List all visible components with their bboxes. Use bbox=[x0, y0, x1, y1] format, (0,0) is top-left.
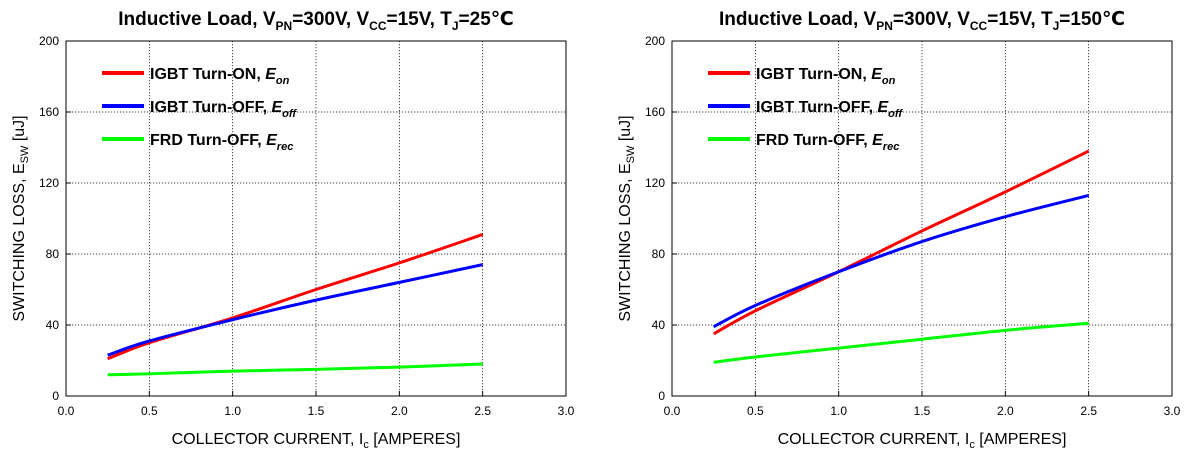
x-tick-label: 2.5 bbox=[474, 404, 491, 418]
plot-frame bbox=[671, 40, 1173, 397]
series-line bbox=[107, 362, 483, 377]
x-tick-label: 0.5 bbox=[141, 404, 158, 418]
x-tick-label: 1.0 bbox=[224, 404, 241, 418]
y-axis-label-subscript: SW bbox=[625, 145, 637, 163]
title-text: =300V, V bbox=[893, 9, 970, 30]
title-subscript-j: J bbox=[1053, 19, 1060, 33]
chart-svg: Inductive Load, VPN=300V, VCC=15V, TJ=15… bbox=[617, 9, 1181, 451]
legend-label: IGBT Turn-ON, Eon bbox=[756, 66, 896, 87]
x-tick-label: 0.0 bbox=[58, 404, 75, 418]
legend-label-text: FRD Turn-OFF, bbox=[150, 132, 266, 149]
x-axis-label: COLLECTOR CURRENT, Ic [AMPERES] bbox=[778, 431, 1067, 451]
x-axis-label-subscript: c bbox=[363, 439, 369, 451]
title-subscript-pn: PN bbox=[276, 19, 293, 33]
series-line bbox=[713, 321, 1089, 364]
legend-label-symbol: E bbox=[871, 66, 883, 83]
y-tick-label: 0 bbox=[52, 389, 59, 403]
y-axis-label-text: [uJ] bbox=[11, 115, 28, 145]
legend: IGBT Turn-ON, Eon IGBT Turn-OFF, Eoff FRD … bbox=[102, 66, 297, 153]
series-line bbox=[107, 263, 483, 357]
legend-label: IGBT Turn-ON, Eon bbox=[150, 66, 290, 87]
y-tick-label: 40 bbox=[46, 318, 60, 332]
x-axis-label-text: COLLECTOR CURRENT, I bbox=[778, 431, 970, 448]
legend-label: FRD Turn-OFF, Erec bbox=[756, 132, 899, 153]
title-text: =15V, T bbox=[387, 9, 453, 30]
y-axis-label: SWITCHING LOSS, ESW [uJ] bbox=[617, 115, 637, 321]
x-axis-label-text: [AMPERES] bbox=[975, 431, 1067, 448]
plot-frame bbox=[65, 40, 567, 397]
legend-label-text: IGBT Turn-OFF, bbox=[756, 99, 877, 116]
x-tick-label: 0.5 bbox=[747, 404, 764, 418]
y-axis-label-text: SWITCHING LOSS, E bbox=[617, 163, 634, 321]
y-tick-label: 160 bbox=[39, 105, 59, 119]
x-tick-label: 3.0 bbox=[1164, 404, 1181, 418]
grid bbox=[672, 41, 1172, 396]
series-line bbox=[107, 233, 484, 361]
y-axis-label-text: SWITCHING LOSS, E bbox=[11, 163, 28, 321]
title-text: Inductive Load, V bbox=[719, 9, 877, 30]
y-tick-label: 200 bbox=[39, 34, 59, 48]
x-axis-label-text: COLLECTOR CURRENT, I bbox=[172, 431, 364, 448]
x-tick-label: 0.0 bbox=[664, 404, 681, 418]
x-tick-label: 1.0 bbox=[830, 404, 847, 418]
y-tick-label: 160 bbox=[645, 105, 665, 119]
x-axis-label-text: [AMPERES] bbox=[369, 431, 461, 448]
chart-panel-tj25: Inductive Load, VPN=300V, VCC=15V, TJ=25… bbox=[11, 9, 575, 451]
legend-label-text: FRD Turn-OFF, bbox=[756, 132, 872, 149]
legend-label-subscript: on bbox=[882, 75, 896, 87]
grid bbox=[66, 41, 566, 396]
title-subscript-cc: CC bbox=[369, 19, 387, 33]
legend-label-subscript: off bbox=[888, 108, 903, 120]
legend-label: IGBT Turn-OFF, Eoff bbox=[150, 99, 297, 120]
y-axis-label: SWITCHING LOSS, ESW [uJ] bbox=[11, 115, 31, 321]
legend-label-symbol: E bbox=[265, 66, 277, 83]
title-text: =15V, T bbox=[987, 9, 1053, 30]
chart-title: Inductive Load, VPN=300V, VCC=15V, TJ=15… bbox=[719, 9, 1125, 33]
y-tick-label: 200 bbox=[645, 34, 665, 48]
series-line bbox=[712, 149, 1090, 336]
y-tick-label: 80 bbox=[46, 247, 60, 261]
legend: IGBT Turn-ON, Eon IGBT Turn-OFF, Eoff FRD … bbox=[708, 66, 903, 153]
legend-label-subscript: off bbox=[282, 108, 297, 120]
legend-label-symbol: E bbox=[872, 132, 884, 149]
y-axis-label-subscript: SW bbox=[19, 145, 31, 163]
title-text: =300V, V bbox=[292, 9, 369, 30]
title-text: Inductive Load, V bbox=[118, 9, 276, 30]
title-subscript-pn: PN bbox=[876, 19, 893, 33]
x-tick-label: 2.0 bbox=[997, 404, 1014, 418]
chart-svg: Inductive Load, VPN=300V, VCC=15V, TJ=25… bbox=[11, 9, 575, 451]
x-tick-label: 2.0 bbox=[391, 404, 408, 418]
x-tick-label: 3.0 bbox=[558, 404, 575, 418]
legend-label-subscript: on bbox=[276, 75, 290, 87]
legend-label-text: IGBT Turn-ON, bbox=[150, 66, 265, 83]
title-subscript-j: J bbox=[452, 19, 459, 33]
legend-label-text: IGBT Turn-OFF, bbox=[150, 99, 271, 116]
title-text: =150℃ bbox=[1059, 9, 1125, 30]
title-subscript-cc: CC bbox=[970, 19, 988, 33]
x-axis-label-subscript: c bbox=[969, 439, 975, 451]
chart-title: Inductive Load, VPN=300V, VCC=15V, TJ=25… bbox=[118, 9, 514, 33]
legend-label-symbol: E bbox=[266, 132, 278, 149]
x-tick-label: 1.5 bbox=[308, 404, 325, 418]
x-tick-label: 2.5 bbox=[1080, 404, 1097, 418]
y-tick-label: 0 bbox=[658, 389, 665, 403]
y-tick-label: 120 bbox=[39, 176, 59, 190]
x-axis-label: COLLECTOR CURRENT, Ic [AMPERES] bbox=[172, 431, 461, 451]
legend-label-subscript: rec bbox=[277, 141, 294, 153]
y-tick-label: 80 bbox=[652, 247, 666, 261]
legend-label-subscript: rec bbox=[883, 141, 900, 153]
y-axis-label-text: [uJ] bbox=[617, 115, 634, 145]
title-text: =25℃ bbox=[459, 9, 514, 30]
legend-label: FRD Turn-OFF, Erec bbox=[150, 132, 293, 153]
legend-label-symbol: E bbox=[271, 99, 283, 116]
chart-panel-tj150: Inductive Load, VPN=300V, VCC=15V, TJ=15… bbox=[606, 0, 1188, 454]
x-tick-label: 1.5 bbox=[914, 404, 931, 418]
y-tick-label: 120 bbox=[645, 176, 665, 190]
series-line bbox=[712, 193, 1090, 329]
legend-label: IGBT Turn-OFF, Eoff bbox=[756, 99, 903, 120]
legend-label-symbol: E bbox=[877, 99, 889, 116]
y-tick-label: 40 bbox=[652, 318, 666, 332]
legend-label-text: IGBT Turn-ON, bbox=[756, 66, 871, 83]
